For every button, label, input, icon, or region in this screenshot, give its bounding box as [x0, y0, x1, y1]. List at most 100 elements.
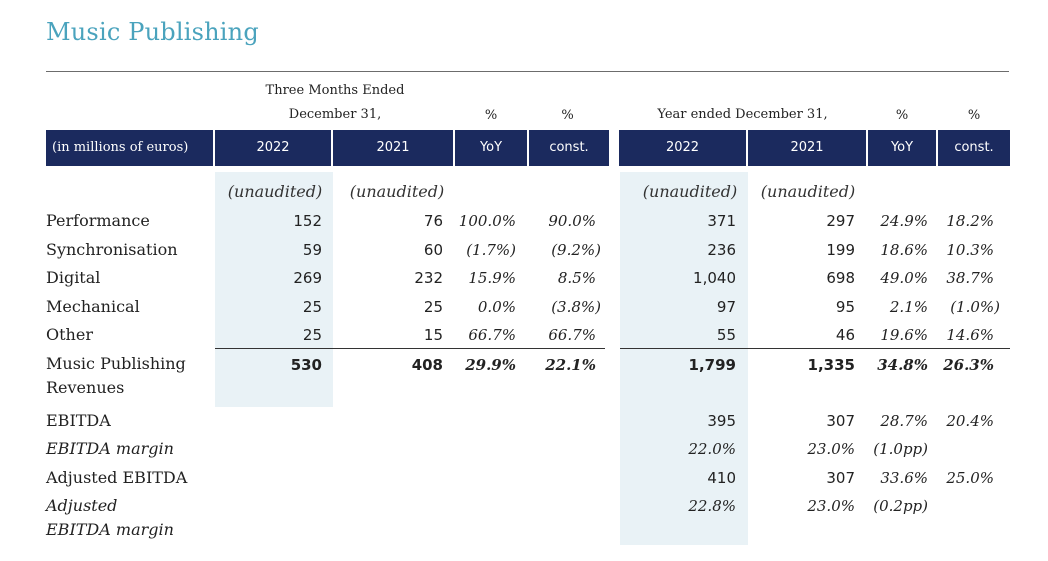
band-separator — [866, 130, 868, 166]
cell-yconst: 38.7% — [946, 269, 994, 287]
three-months-header-line2: December 31, — [288, 107, 382, 122]
q-const-pct-header: % — [561, 108, 574, 123]
cell-q22: 25 — [302, 298, 322, 316]
total-qconst: 22.1% — [545, 356, 596, 374]
cell-q21: 232 — [414, 269, 443, 287]
band-q-yoy: YoY — [479, 140, 503, 155]
band-separator — [609, 130, 619, 166]
band-y-const: const. — [954, 140, 994, 155]
unaudited-q2021: (unaudited) — [349, 182, 445, 201]
band-separator — [453, 130, 455, 166]
cell-y21: 199 — [826, 241, 855, 259]
cell-yconst: 14.6% — [946, 326, 994, 344]
adj-margin-yyoy: (0.2pp) — [873, 497, 928, 515]
cell-yyoy: 2.1% — [889, 298, 928, 316]
adj-margin-label-line2: EBITDA margin — [46, 520, 174, 539]
total-qyoy: 29.9% — [465, 356, 516, 374]
ebitda-yconst: 20.4% — [946, 412, 994, 430]
total-q22: 530 — [290, 356, 322, 374]
total-y22: 1,799 — [688, 356, 736, 374]
ebitda-yyoy: 28.7% — [880, 412, 928, 430]
q2022-column-shade — [215, 172, 333, 407]
cell-qconst: (9.2%) — [551, 241, 601, 259]
cell-yyoy: 18.6% — [880, 241, 928, 259]
cell-qyoy: (1.7%) — [466, 241, 516, 259]
band-q-const: const. — [549, 140, 589, 155]
unit-label: (in millions of euros) — [52, 140, 189, 155]
total-rule — [215, 348, 605, 349]
cell-q22: 269 — [293, 269, 322, 287]
cell-yyoy: 24.9% — [880, 212, 928, 230]
cell-yconst: 18.2% — [946, 212, 994, 230]
cell-y21: 297 — [826, 212, 855, 230]
adj-ebitda-y22: 410 — [707, 469, 736, 487]
cell-q22: 59 — [302, 241, 322, 259]
band-q-2022: 2022 — [256, 140, 290, 155]
cell-qyoy: 66.7% — [468, 326, 516, 344]
unaudited-y2021: (unaudited) — [760, 182, 856, 201]
cell-yyoy: 19.6% — [880, 326, 928, 344]
y-yoy-pct-header: % — [895, 108, 909, 123]
cell-yconst: (1.0%) — [950, 298, 1000, 316]
cell-qyoy: 100.0% — [458, 212, 516, 230]
cell-y21: 698 — [826, 269, 855, 287]
cell-q22: 25 — [302, 326, 322, 344]
cell-q21: 15 — [423, 326, 443, 344]
cell-y22: 1,040 — [693, 269, 736, 287]
total-q21: 408 — [411, 356, 443, 374]
row-label: Other — [46, 325, 93, 344]
q-yoy-pct-header: % — [484, 108, 498, 123]
cell-q22: 152 — [293, 212, 322, 230]
band-separator — [936, 130, 938, 166]
ebitda-y21: 307 — [826, 412, 855, 430]
unaudited-y2022: (unaudited) — [642, 182, 738, 201]
cell-qyoy: 15.9% — [468, 269, 516, 287]
ebitda-margin-y21: 23.0% — [807, 440, 855, 458]
y-const-pct-header: % — [967, 108, 981, 123]
ebitda-y22: 395 — [707, 412, 736, 430]
adj-ebitda-y21: 307 — [826, 469, 855, 487]
year-ended-header: Year ended December 31, — [657, 107, 828, 122]
cell-y22: 236 — [707, 241, 736, 259]
cell-q21: 76 — [423, 212, 443, 230]
cell-q21: 60 — [423, 241, 443, 259]
row-label: Performance — [46, 211, 150, 230]
total-label-line1: Music Publishing — [46, 354, 186, 373]
cell-qconst: 8.5% — [557, 269, 596, 287]
band-separator — [527, 130, 529, 166]
row-label: Digital — [46, 268, 101, 287]
band-separator — [331, 130, 333, 166]
cell-y22: 97 — [716, 298, 736, 316]
cell-qconst: 90.0% — [548, 212, 596, 230]
cell-q21: 25 — [423, 298, 443, 316]
cell-qconst: 66.7% — [548, 326, 596, 344]
adj-ebitda-label: Adjusted EBITDA — [46, 468, 188, 487]
cell-y22: 55 — [716, 326, 736, 344]
total-label-line2: Revenues — [46, 378, 125, 397]
row-label: Synchronisation — [46, 240, 178, 259]
three-months-header-line1: Three Months Ended — [265, 83, 405, 98]
adj-ebitda-yyoy: 33.6% — [880, 469, 928, 487]
cell-y21: 46 — [835, 326, 855, 344]
cell-qyoy: 0.0% — [477, 298, 516, 316]
band-y-yoy: YoY — [890, 140, 914, 155]
ebitda-margin-yyoy: (1.0pp) — [873, 440, 928, 458]
ebitda-margin-y22: 22.0% — [688, 440, 736, 458]
unaudited-q2022: (unaudited) — [227, 182, 323, 201]
band-separator — [746, 130, 748, 166]
ebitda-margin-label: EBITDA margin — [46, 439, 174, 458]
cell-yyoy: 49.0% — [880, 269, 928, 287]
band-y-2022: 2022 — [665, 140, 700, 155]
adj-margin-y21: 23.0% — [807, 497, 855, 515]
row-label: Mechanical — [46, 297, 140, 316]
adj-margin-y22: 22.8% — [688, 497, 736, 515]
cell-qconst: (3.8%) — [551, 298, 601, 316]
adj-ebitda-yconst: 25.0% — [946, 469, 994, 487]
band-separator — [213, 130, 215, 166]
band-y-2021: 2021 — [790, 140, 824, 155]
band-q-2021: 2021 — [376, 140, 410, 155]
total-y21: 1,335 — [807, 356, 855, 374]
total-rule — [620, 348, 1010, 349]
total-yconst: 26.3% — [943, 356, 994, 374]
cell-yconst: 10.3% — [946, 241, 994, 259]
